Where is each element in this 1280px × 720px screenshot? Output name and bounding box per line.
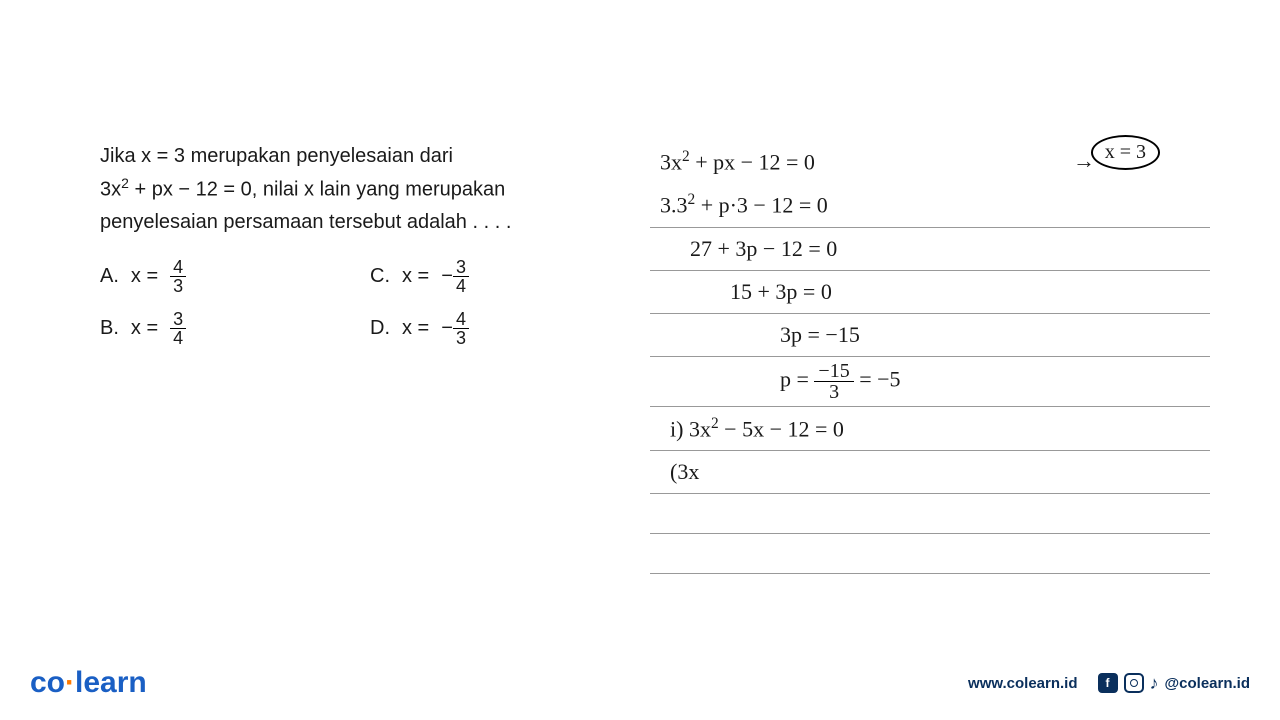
footer-right: www.colearn.id f ♪ @colearn.id — [968, 673, 1250, 694]
option-a-fraction: 4 3 — [170, 258, 186, 295]
logo-dot: · — [65, 666, 75, 699]
option-c: C. x = −34 — [370, 258, 600, 295]
option-c-prefix: x = — [402, 265, 429, 288]
instagram-icon — [1124, 673, 1144, 693]
option-b-label: B. — [100, 317, 119, 340]
option-d-label: D. — [370, 317, 390, 340]
work-line-4: 15 + 3p = 0 — [650, 271, 1210, 314]
question-text: Jika x = 3 merupakan penyelesaian dari 3… — [100, 140, 600, 238]
option-a-prefix: x = — [131, 265, 158, 288]
question-line2-pre: 3x — [100, 179, 121, 201]
circled-answer: x = 3 — [1091, 135, 1160, 170]
work-line-9 — [650, 494, 1210, 534]
work-line-7: i) 3x2 − 5x − 12 = 0 — [650, 407, 1210, 451]
option-c-label: C. — [370, 265, 390, 288]
option-b: B. x = 3 4 — [100, 310, 330, 347]
option-a-label: A. — [100, 265, 119, 288]
handwritten-work: 3x2 + px − 12 = 0 → x = 3 3.32 + p·3 − 1… — [650, 140, 1210, 574]
question-line3: penyelesaian persamaan tersebut adalah .… — [100, 211, 511, 233]
question-line2-post: + px − 12 = 0, nilai x lain yang merupak… — [129, 179, 505, 201]
options-grid: A. x = 4 3 C. x = −34 B. x = 3 4 — [100, 258, 600, 347]
option-d-fraction: −43 — [441, 310, 469, 347]
footer-url: www.colearn.id — [968, 675, 1077, 692]
work-line-8: (3x — [650, 451, 1210, 494]
social-icons: f ♪ @colearn.id — [1098, 673, 1250, 694]
option-d: D. x = −43 — [370, 310, 600, 347]
question-line1: Jika x = 3 merupakan penyelesaian dari — [100, 145, 453, 167]
work-line-10 — [650, 534, 1210, 574]
logo-co: co — [30, 666, 65, 699]
question-block: Jika x = 3 merupakan penyelesaian dari 3… — [100, 140, 600, 574]
facebook-icon: f — [1098, 673, 1118, 693]
tiktok-icon: ♪ — [1150, 673, 1159, 694]
option-d-prefix: x = — [402, 317, 429, 340]
option-c-fraction: −34 — [441, 258, 469, 295]
work-line-3: 27 + 3p − 12 = 0 — [650, 228, 1210, 271]
work-line-2: 3.32 + p·3 − 12 = 0 — [650, 183, 1210, 227]
work-line-5: 3p = −15 — [650, 314, 1210, 357]
work-line-1: 3x2 + px − 12 = 0 → x = 3 — [650, 140, 1210, 183]
logo-learn: learn — [75, 666, 147, 699]
footer: co·learn www.colearn.id f ♪ @colearn.id — [0, 666, 1280, 700]
option-b-fraction: 3 4 — [170, 310, 186, 347]
option-a: A. x = 4 3 — [100, 258, 330, 295]
logo: co·learn — [30, 666, 147, 700]
footer-handle: @colearn.id — [1165, 675, 1250, 692]
option-b-prefix: x = — [131, 317, 158, 340]
question-line2-exp: 2 — [121, 175, 129, 191]
work-line-6: p = −153 = −5 — [650, 357, 1210, 407]
